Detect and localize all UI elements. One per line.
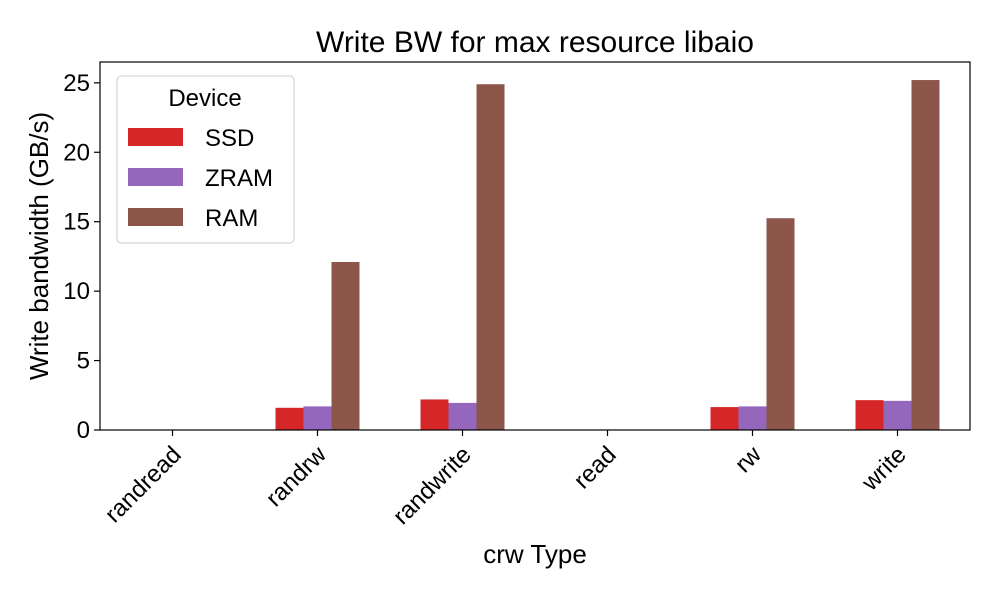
bar-ssd-rw bbox=[710, 407, 739, 430]
y-tick-label: 25 bbox=[63, 70, 90, 97]
x-axis-label: crw Type bbox=[483, 539, 587, 569]
legend: Device SSD ZRAM RAM bbox=[116, 75, 295, 244]
bar-ram-randrw bbox=[331, 261, 360, 430]
bar-ram-write bbox=[911, 80, 940, 431]
bar-ssd-randwrite bbox=[420, 399, 449, 430]
legend-swatch-ram bbox=[128, 208, 183, 226]
bar-zram-randwrite bbox=[448, 402, 477, 430]
bar-zram-rw bbox=[738, 406, 767, 430]
bar-ram-randwrite bbox=[476, 84, 505, 430]
bar-ssd-randrw bbox=[275, 407, 304, 430]
bar-zram-randrw bbox=[303, 406, 332, 430]
plot-frame bbox=[99, 61, 971, 431]
legend-swatch-zram bbox=[128, 168, 183, 186]
y-tick-label: 10 bbox=[63, 278, 90, 305]
y-tick-label: 20 bbox=[63, 139, 90, 166]
y-tick-label: 0 bbox=[77, 417, 90, 444]
legend-items: SSD ZRAM RAM bbox=[128, 125, 273, 232]
y-tick-label: 5 bbox=[77, 348, 90, 375]
legend-label-ssd: SSD bbox=[205, 125, 254, 152]
chart-title: Write BW for max resource libaio bbox=[316, 26, 754, 59]
y-tick-label: 15 bbox=[63, 209, 90, 236]
legend-frame bbox=[116, 75, 295, 244]
bar-ssd-write bbox=[855, 400, 884, 430]
bar-ram-rw bbox=[766, 218, 795, 430]
y-axis: 0 5 10 15 20 25 bbox=[63, 70, 100, 444]
bars-group bbox=[275, 80, 940, 431]
bar-zram-write bbox=[883, 400, 912, 430]
y-axis-label: Write bandwidth (GB/s) bbox=[24, 112, 54, 380]
legend-title: Device bbox=[168, 85, 241, 112]
legend-swatch-ssd bbox=[128, 128, 183, 146]
legend-label-zram: ZRAM bbox=[205, 165, 273, 192]
legend-label-ram: RAM bbox=[205, 205, 258, 232]
